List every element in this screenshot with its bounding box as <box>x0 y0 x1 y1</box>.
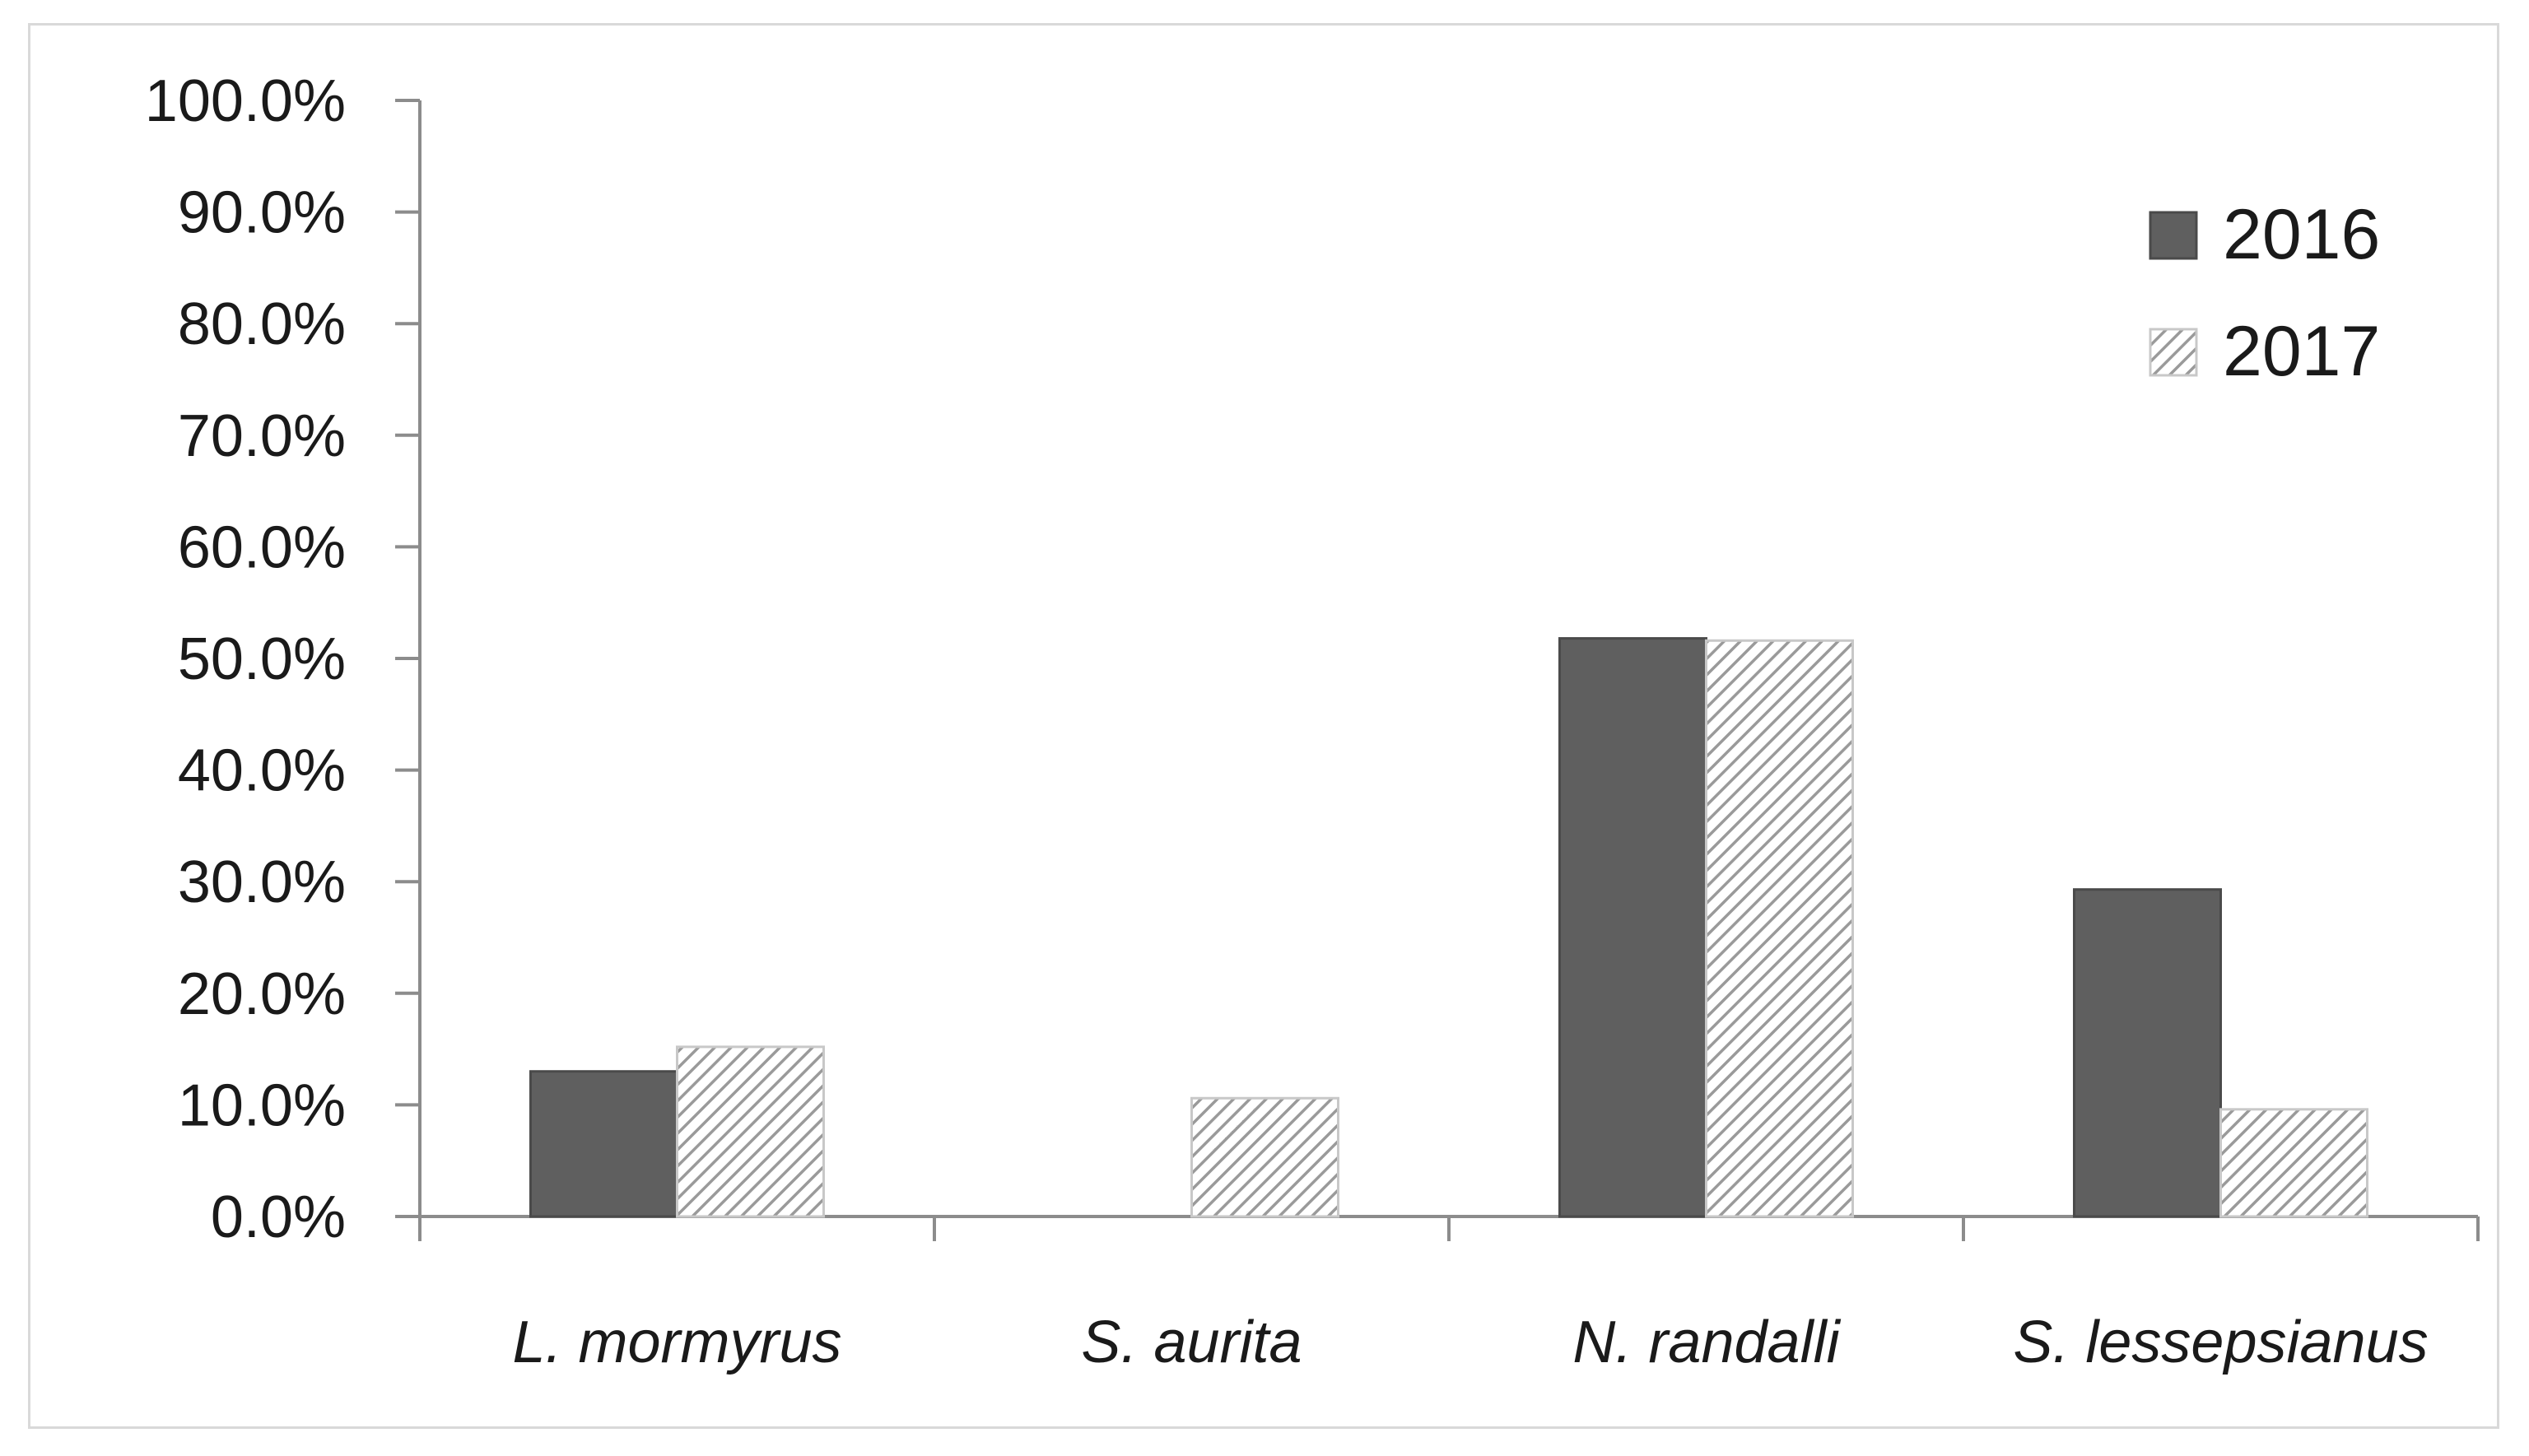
category-label: L. mormyrus <box>512 1309 841 1375</box>
legend-swatch-2017 <box>2149 328 2198 377</box>
category-label: S. aurita <box>1081 1309 1302 1375</box>
bar-2016-2 <box>1558 637 1707 1218</box>
y-tick-label: 80.0% <box>178 291 346 357</box>
y-tick-label: 60.0% <box>178 514 346 580</box>
y-tick-label: 0.0% <box>211 1184 346 1250</box>
bar-2017-1 <box>1190 1096 1339 1218</box>
legend-swatch-2016 <box>2149 211 2198 260</box>
bar-2017-3 <box>2219 1108 2368 1218</box>
bars <box>529 637 2368 1218</box>
y-tick-label: 70.0% <box>178 403 346 469</box>
y-tick-label: 50.0% <box>178 626 346 692</box>
y-tick-label: 40.0% <box>178 738 346 804</box>
bar-2016-3 <box>2073 888 2222 1218</box>
y-tick-label: 100.0% <box>145 68 346 134</box>
legend-label-2016: 2016 <box>2223 195 2380 274</box>
y-tick-label: 90.0% <box>178 180 346 246</box>
category-labels: L. mormyrus S. aurita N. randalli S. lessep… <box>512 1309 2428 1375</box>
legend-label-2017: 2017 <box>2223 312 2380 391</box>
y-tick-label: 20.0% <box>178 961 346 1027</box>
bar-2017-0 <box>676 1045 825 1218</box>
y-tick-labels: 0.0% 10.0% 20.0% 30.0% 40.0% 50.0% 60.0% 70.0% 8… <box>145 68 346 1250</box>
bar-2016-0 <box>529 1070 678 1218</box>
legend: 2016 2017 <box>2149 195 2380 391</box>
y-tick-label: 10.0% <box>178 1072 346 1138</box>
category-label: N. randalli <box>1572 1309 1841 1375</box>
category-label: S. lessepsianus <box>2013 1309 2428 1375</box>
bar-2017-2 <box>1705 639 1854 1218</box>
y-tick-label: 30.0% <box>178 849 346 915</box>
